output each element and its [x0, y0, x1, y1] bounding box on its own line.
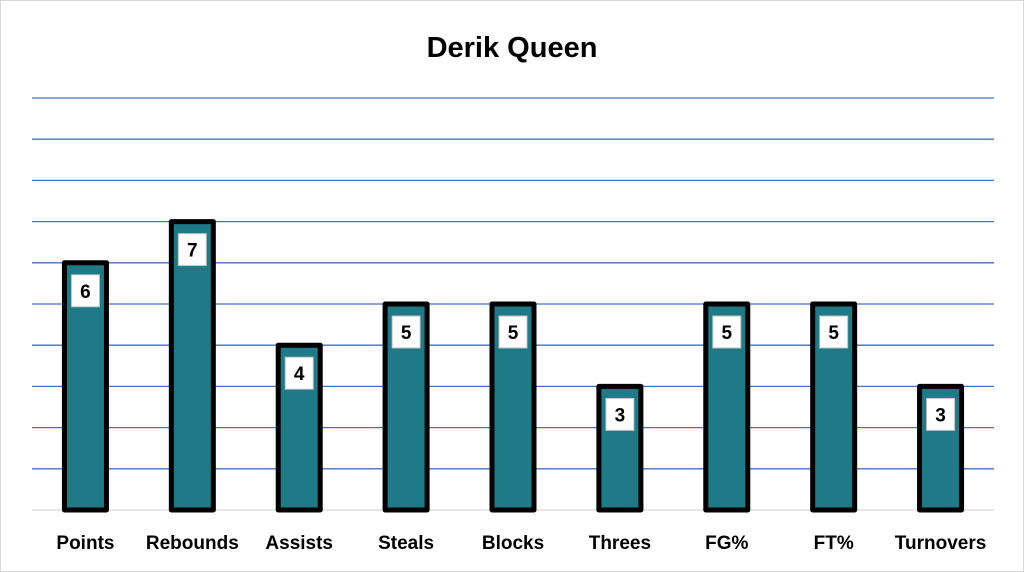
data-label: 5 — [401, 323, 412, 344]
data-label-box — [498, 315, 528, 349]
data-label-box — [284, 356, 314, 390]
data-label-box — [70, 274, 100, 308]
chart-title: Derik Queen — [427, 32, 598, 64]
data-label: 3 — [935, 405, 946, 426]
data-labels: 6 7 4 5 5 3 5 5 3 — [70, 233, 956, 431]
data-label: 3 — [615, 405, 626, 426]
bar — [168, 219, 216, 513]
data-label-box — [391, 315, 421, 349]
data-label-box — [926, 397, 956, 431]
data-label-box — [712, 315, 742, 349]
data-label: 4 — [294, 364, 305, 385]
x-tick-label: Steals — [378, 533, 434, 554]
x-tick-label: Assists — [265, 533, 333, 554]
data-label: 5 — [721, 323, 732, 344]
x-tick-label: Points — [56, 533, 114, 554]
data-label: 6 — [80, 282, 91, 303]
x-tick-label: FT% — [814, 533, 854, 554]
x-tick-label: FG% — [705, 533, 748, 554]
x-tick-label: Blocks — [482, 533, 544, 554]
x-tick-label: Rebounds — [146, 533, 239, 554]
data-label: 5 — [828, 323, 839, 344]
data-label-box — [177, 233, 207, 267]
x-tick-label: Threes — [589, 533, 651, 554]
data-label: 5 — [508, 323, 519, 344]
data-label: 7 — [187, 241, 198, 262]
data-label-box — [819, 315, 849, 349]
data-label-box — [605, 397, 635, 431]
x-axis-tick-labels: Points Rebounds Assists Steals Blocks Threes F… — [56, 533, 986, 554]
x-tick-label: Turnovers — [895, 533, 987, 554]
